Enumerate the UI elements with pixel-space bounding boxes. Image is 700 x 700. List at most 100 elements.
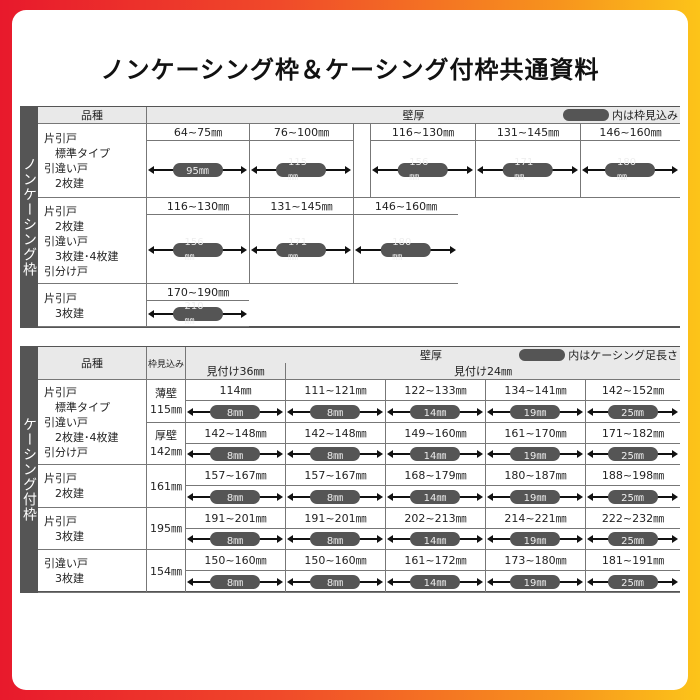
value-pill: 8㎜ (310, 404, 360, 419)
header-wall: 壁厚 (185, 347, 516, 363)
dimension-arrow: 19㎜ (487, 532, 583, 547)
arrow-right-icon (277, 535, 283, 544)
kind-line: 引違い戸 (44, 416, 88, 429)
dimension-arrow: 25㎜ (587, 404, 678, 419)
arrow-cell (146, 301, 249, 327)
value-pill: 8㎜ (310, 532, 360, 547)
value-pill: 8㎜ (210, 404, 260, 419)
arrow-right-icon (377, 492, 383, 501)
value-pill: 19㎜ (510, 489, 560, 504)
dimension-arrow: 180㎜ (582, 157, 678, 183)
arrow-left-icon (148, 245, 154, 254)
dimension-arrow: 180㎜ (355, 237, 456, 263)
value-pill: 14㎜ (410, 404, 460, 419)
arrow-cell (185, 401, 285, 423)
arrow-right-icon (467, 165, 473, 174)
arrow-cell (185, 443, 285, 465)
arrow-left-icon (148, 310, 154, 318)
frame-cell: 154㎜ (146, 550, 185, 593)
arrow-cell (285, 571, 385, 593)
value-pill: 180㎜ (380, 237, 431, 263)
arrow-left-icon (187, 407, 193, 416)
dimension-arrow: 8㎜ (187, 532, 283, 547)
arrow-left-icon (587, 577, 593, 586)
value-pill: 8㎜ (310, 489, 360, 504)
range-cell: 134~141㎜ (485, 380, 585, 402)
arrow-left-icon (387, 450, 393, 459)
kind-line: 片引戸 (44, 132, 77, 145)
kind-line: 2枚建･4枚建 (44, 431, 119, 444)
side-label: ケーシング付枠 (20, 347, 38, 592)
dimension-arrow: 25㎜ (587, 574, 678, 589)
arrow-left-icon (187, 535, 193, 544)
frame-value: 115㎜ (150, 402, 182, 416)
dimension-arrow: 156㎜ (148, 237, 247, 263)
frame-label: 薄壁 (155, 386, 177, 400)
dimension-arrow: 19㎜ (487, 447, 583, 462)
arrow-right-icon (277, 492, 283, 501)
kind-line: 標準タイプ (44, 147, 110, 160)
arrow-cell-bottom (353, 215, 458, 284)
arrow-cell (185, 528, 285, 550)
arrow-left-icon (287, 577, 293, 586)
arrow-left-icon (487, 577, 493, 586)
row-divider (38, 550, 146, 593)
arrow-right-icon (672, 492, 678, 501)
arrow-cell (370, 141, 475, 198)
dimension-arrow: 210㎜ (148, 301, 247, 327)
frame-cell: 195㎜ (146, 507, 185, 550)
arrow-right-icon (577, 577, 583, 586)
arrow-left-icon (187, 492, 193, 501)
arrow-cell-bottom (249, 215, 353, 284)
kind-line: 引分け戸 (44, 446, 88, 459)
frame-label: 厚壁 (155, 429, 177, 443)
range-cell: 173~180㎜ (485, 550, 585, 572)
kind-line: 3枚建 (44, 306, 84, 320)
value-pill: 171㎜ (502, 157, 553, 183)
non-casing-table (20, 106, 680, 328)
arrow-right-icon (672, 165, 678, 174)
arrow-right-icon (450, 245, 456, 254)
arrow-cell-bottom (146, 215, 249, 284)
arrow-left-icon (251, 245, 257, 254)
arrow-right-icon (377, 450, 383, 459)
range-cell: 150~160㎜ (185, 550, 285, 572)
value-pill: 180㎜ (605, 157, 655, 183)
arrow-cell (285, 443, 385, 465)
header-wall: 壁厚 (146, 107, 560, 124)
legend: 内はケーシング足長さ (516, 347, 680, 363)
range-cell: 150~160㎜ (285, 550, 385, 572)
dimension-arrow: 25㎜ (587, 532, 678, 547)
arrow-left-icon (355, 245, 361, 254)
kind-line: 片引戸 (44, 472, 77, 486)
arrow-left-icon (587, 535, 593, 544)
dimension-arrow: 14㎜ (387, 447, 483, 462)
arrow-left-icon (372, 165, 378, 174)
header-frame: 枠見込み (146, 347, 185, 380)
arrow-left-icon (487, 450, 493, 459)
range-cell: 76~100㎜ (249, 124, 353, 141)
kind-line: 引違い戸 (44, 234, 88, 248)
kind-line: 3枚建 (44, 572, 84, 586)
arrow-right-icon (241, 165, 247, 174)
range-cell: 214~221㎜ (485, 507, 585, 529)
kind-line: 引違い戸 (44, 162, 88, 175)
arrow-left-icon (587, 407, 593, 416)
frame-cell: 161㎜ (146, 465, 185, 508)
row-divider (38, 284, 146, 327)
arrow-cell (385, 401, 485, 423)
value-pill: 8㎜ (310, 574, 360, 589)
arrow-right-icon (477, 577, 483, 586)
arrow-right-icon (672, 450, 678, 459)
range-cell: 191~201㎜ (285, 507, 385, 529)
arrow-cell (585, 528, 680, 550)
arrow-left-icon (582, 165, 588, 174)
kind-line: 標準タイプ (44, 401, 110, 414)
arrow-cell-bottom (146, 141, 249, 198)
arrow-left-icon (387, 407, 393, 416)
dimension-arrow: 8㎜ (287, 489, 383, 504)
sub-header-24: 見付け24㎜ (285, 363, 680, 380)
legend-text: 内はケーシング足長さ (568, 349, 678, 362)
range-cell: 202~213㎜ (385, 507, 485, 529)
arrow-right-icon (477, 492, 483, 501)
